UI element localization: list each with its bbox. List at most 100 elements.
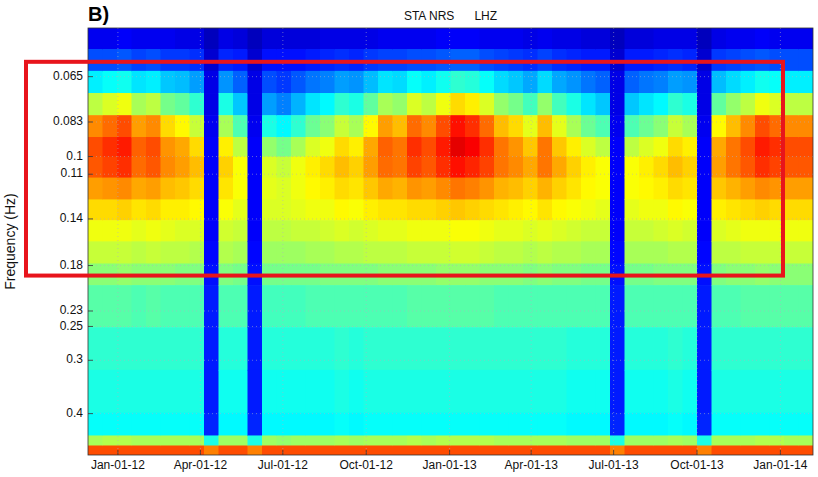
heatmap-cell [204,137,219,157]
heatmap-cell [349,93,364,116]
heatmap-cell [538,435,553,446]
heatmap-cell [175,435,190,446]
heatmap-cell [248,93,263,116]
heatmap-cell [422,370,437,413]
heatmap-cell [538,445,553,455]
heatmap-cell [436,241,451,264]
heatmap-cell [190,220,205,242]
heatmap-cell [538,327,553,370]
heatmap-cell [799,435,814,446]
heatmap-cell [509,285,524,328]
heatmap-cell [654,28,669,50]
tick [88,360,93,361]
heatmap-cell [233,178,248,200]
heatmap-cell [741,241,756,264]
heatmap-cell [465,178,480,200]
heatmap-cell [784,28,799,50]
heatmap-cell [88,241,103,264]
heatmap-cell [465,115,480,137]
heatmap-cell [277,241,292,264]
heatmap-cell [190,115,205,137]
heatmap-cell [103,285,118,328]
heatmap-cell [451,71,466,94]
axis-title: Frequency (Hz) [2,193,18,289]
heatmap-cell [581,413,596,436]
heatmap-cell [175,115,190,137]
heatmap-cell [567,28,582,50]
heatmap-cell [581,199,596,220]
heatmap-cell [306,178,321,200]
heatmap-cell [639,445,654,455]
heatmap-cell [291,137,306,157]
heatmap-cell [567,157,582,179]
tick [697,450,698,455]
heatmap-cell [741,137,756,157]
heatmap-cell [465,413,480,436]
heatmap-cell [146,137,161,157]
heatmap-cell [712,413,727,436]
grid-line [282,28,283,455]
heatmap-cell [552,93,567,116]
heatmap-cell [523,28,538,50]
heatmap-cell [88,285,103,328]
heatmap-cell [494,115,509,137]
heatmap-cell [596,115,611,137]
heatmap-cell [190,157,205,179]
x-axis: Jan-01-12Apr-01-12Jul-01-12Oct-01-12Jan-… [91,450,808,472]
grid-line [531,28,532,455]
heatmap-cell [393,445,408,455]
heatmap-cell [683,157,698,179]
heatmap-cell [799,445,814,455]
heatmap-cell [712,327,727,370]
heatmap-cell [451,435,466,446]
heatmap-cell [103,157,118,179]
heatmap-cell [335,157,350,179]
grid-line [88,156,813,157]
heatmap-cell [248,435,263,446]
heatmap-cell [465,71,480,94]
heatmap-cell [523,327,538,370]
heatmap-cell [567,327,582,370]
heatmap-cell [320,28,335,50]
heatmap-cell [668,445,683,455]
heatmap-cell [88,445,103,455]
heatmap-cell [132,285,147,328]
heatmap-cell [784,435,799,446]
heatmap-cell [320,370,335,413]
heatmap-cell [741,285,756,328]
heatmap-cell [465,28,480,50]
heatmap-cell [581,327,596,370]
heatmap-cell [146,327,161,370]
heatmap-cell [726,199,741,220]
heatmap-cell [132,445,147,455]
tick [780,450,781,455]
heatmap-cell [436,157,451,179]
heatmap-cell [117,137,132,157]
heatmap-cell [132,137,147,157]
heatmap-cell [204,178,219,200]
grid-line [613,28,614,455]
heatmap-cell [233,445,248,455]
heatmap-cell [335,220,350,242]
heatmap-cell [668,157,683,179]
heatmap-cell [88,220,103,242]
heatmap-cell [494,28,509,50]
heatmap-cell [161,28,176,50]
heatmap-cell [378,28,393,50]
heatmap-cell [494,241,509,264]
heatmap-cell [625,137,640,157]
heatmap-cell [262,178,277,200]
heatmap-cell [610,370,625,413]
heatmap-cell [291,220,306,242]
heatmap-cell [233,28,248,50]
heatmap-cell [581,93,596,116]
heatmap-cell [146,93,161,116]
heatmap-cell [480,178,495,200]
heatmap-cell [306,93,321,116]
heatmap-cell [103,370,118,413]
heatmap-cell [683,137,698,157]
heatmap-cell [509,435,524,446]
y-axis: 0.0650.0830.10.110.140.180.230.250.30.4 [53,69,93,420]
heatmap-cell [683,285,698,328]
heatmap-cell [175,199,190,220]
